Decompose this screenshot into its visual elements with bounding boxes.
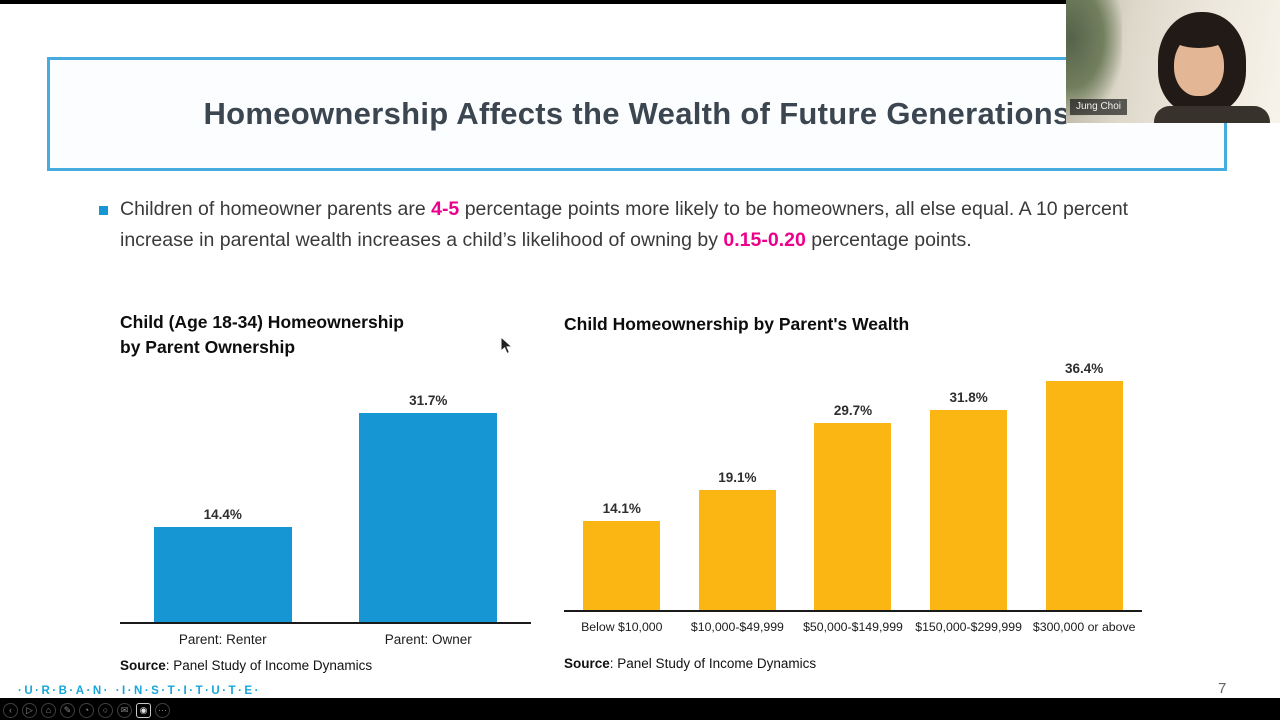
parent-wealth-bar-chart: 14.1% 19.1% 29.7% 31.8% 36.4% Below $10,000 $… — [564, 356, 1142, 634]
left-source-text: : Panel Study of Income Dynamics — [165, 658, 373, 673]
left-chart-source: Source: Panel Study of Income Dynamics — [120, 658, 372, 673]
bar-value-label: 29.7% — [833, 402, 873, 418]
bar-group: 36.4% — [1026, 361, 1142, 610]
bar-group: 29.7% — [795, 403, 911, 610]
player-control-bar: ‹ ▷ ⌂ ✎ ◔ ○ ✉ ◉ ⋯ — [0, 698, 1280, 720]
bullet-text-part1: Children of homeowner parents are — [120, 198, 432, 220]
left-source-label: Source — [120, 658, 166, 673]
bar-category-label: Below $10,000 — [581, 620, 663, 634]
player-controls: ‹ ▷ ⌂ ✎ ◔ ○ ✉ ◉ ⋯ — [3, 700, 174, 718]
bar — [814, 422, 892, 610]
bar-category-label: Parent: Renter — [178, 632, 267, 647]
left-chart-categories: Parent: Renter Parent: Owner — [120, 632, 531, 647]
more-icon[interactable]: ⋯ — [155, 703, 170, 718]
bar-group: 14.4% — [120, 507, 326, 622]
right-chart-categories: Below $10,000 $10,000-$49,999 $50,000-$149… — [564, 620, 1142, 634]
bar-value-label: 31.8% — [949, 389, 988, 405]
bullet-text-part2: percentage points more likely to be home… — [120, 198, 1129, 251]
slide-title-box: Homeownership Affects the Wealth of Futu… — [47, 57, 1227, 171]
bullet-text: Children of homeowner parents are 4-5 pe… — [120, 194, 1202, 256]
mouse-cursor — [500, 336, 514, 355]
bar-group: 31.8% — [911, 390, 1027, 610]
left-chart-bars: 14.4% 31.7% — [120, 385, 531, 622]
right-chart-source: Source: Panel Study of Income Dynamics — [564, 656, 816, 671]
right-source-text: : Panel Study of Income Dynamics — [609, 656, 817, 671]
webcam-person-bangs — [1170, 24, 1228, 48]
bar — [698, 489, 776, 610]
bar-group: 31.7% — [326, 393, 532, 622]
bar — [153, 526, 292, 622]
webcam-video-tile: Jung Choi — [1066, 0, 1280, 123]
bar-value-label: 31.7% — [409, 392, 448, 408]
right-source-label: Source — [564, 656, 610, 671]
home-icon[interactable]: ⌂ — [41, 703, 56, 718]
bar-group: 14.1% — [564, 501, 680, 610]
urban-institute-logo: ·U·R·B·A·N· ·I·N·S·T·I·T·U·T·E· — [18, 685, 261, 697]
play-icon[interactable]: ▷ — [22, 703, 37, 718]
right-chart-bars: 14.1% 19.1% 29.7% 31.8% 36.4% — [564, 356, 1142, 610]
webcam-name-label: Jung Choi — [1070, 99, 1128, 115]
search-icon[interactable]: ○ — [98, 703, 113, 718]
bar-value-label: 19.1% — [718, 469, 757, 485]
bar-value-label: 36.4% — [1065, 360, 1104, 376]
bullet-highlight-2: 0.15-0.20 — [723, 229, 806, 251]
right-chart-x-axis — [564, 610, 1142, 612]
bar-value-label: 14.4% — [203, 506, 242, 522]
message-icon[interactable]: ✉ — [117, 703, 132, 718]
bullet-text-part3: percentage points. — [805, 229, 972, 251]
bar — [359, 412, 498, 622]
slide-title: Homeownership Affects the Wealth of Futu… — [203, 96, 1071, 131]
bar-category-label: $150,000-$299,999 — [915, 620, 1022, 634]
history-icon[interactable]: ◔ — [79, 703, 94, 718]
bullet-marker — [99, 206, 108, 215]
back-icon[interactable]: ‹ — [3, 703, 18, 718]
parent-ownership-bar-chart: 14.4% 31.7% Parent: Renter Parent: Owner — [120, 385, 531, 647]
left-chart-title: Child (Age 18-34) Homeownership by Paren… — [120, 310, 470, 360]
left-chart-title-line2: by Parent Ownership — [120, 337, 296, 357]
left-chart-title-line1: Child (Age 18-34) Homeownership — [120, 312, 404, 332]
edit-icon[interactable]: ✎ — [60, 703, 75, 718]
bar-category-label: $10,000-$49,999 — [690, 620, 784, 634]
bar — [1045, 380, 1123, 610]
bullet-highlight-1: 4-5 — [431, 198, 460, 220]
bar-category-label: $300,000 or above — [1032, 620, 1136, 634]
bar-group: 19.1% — [680, 470, 796, 610]
slide-page-number: 7 — [1218, 680, 1227, 697]
webcam-background-plant — [1066, 0, 1122, 116]
webcam-person-shoulders — [1154, 106, 1270, 123]
bar-value-label: 14.1% — [602, 501, 641, 517]
bar-category-label: Parent: Owner — [384, 632, 472, 647]
camera-icon[interactable]: ◉ — [136, 703, 151, 718]
bar — [930, 409, 1008, 610]
bar-category-label: $50,000-$149,999 — [803, 620, 903, 634]
left-chart-x-axis — [120, 622, 531, 624]
right-chart-title: Child Homeownership by Parent's Wealth — [564, 314, 910, 334]
bar — [583, 521, 661, 610]
